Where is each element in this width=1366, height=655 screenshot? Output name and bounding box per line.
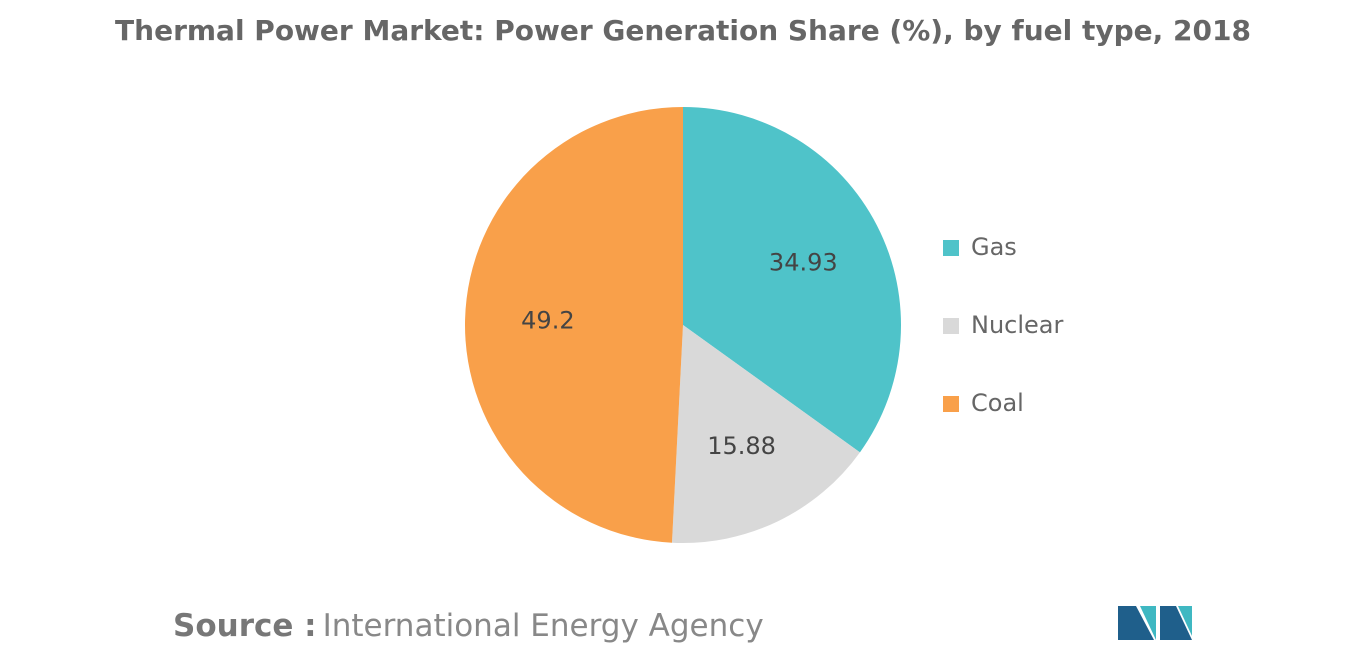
logo-shape: [1140, 606, 1156, 640]
logo-shape: [1160, 606, 1192, 640]
pie-slice: [671, 325, 860, 543]
source-text: International Energy Agency: [323, 608, 764, 644]
chart-title: Thermal Power Market: Power Generation S…: [115, 14, 1251, 47]
pie-slice: [464, 107, 683, 543]
legend-label: Coal: [971, 389, 1024, 417]
source-label: Source :: [173, 608, 317, 644]
pie-slice: [683, 107, 901, 453]
legend-label: Gas: [971, 233, 1017, 261]
logo-shape: [1118, 606, 1154, 640]
value-label: 15.88: [707, 432, 776, 460]
value-label: 34.93: [769, 248, 838, 276]
legend-label: Nuclear: [971, 311, 1064, 339]
legend-swatch: [943, 318, 959, 334]
value-label: 49.2: [521, 307, 574, 335]
source-line: Source : International Energy Agency: [173, 608, 764, 644]
legend-swatch: [943, 240, 959, 256]
logo: [1118, 606, 1192, 640]
logo-shape: [1178, 606, 1192, 636]
legend-swatch: [943, 396, 959, 412]
